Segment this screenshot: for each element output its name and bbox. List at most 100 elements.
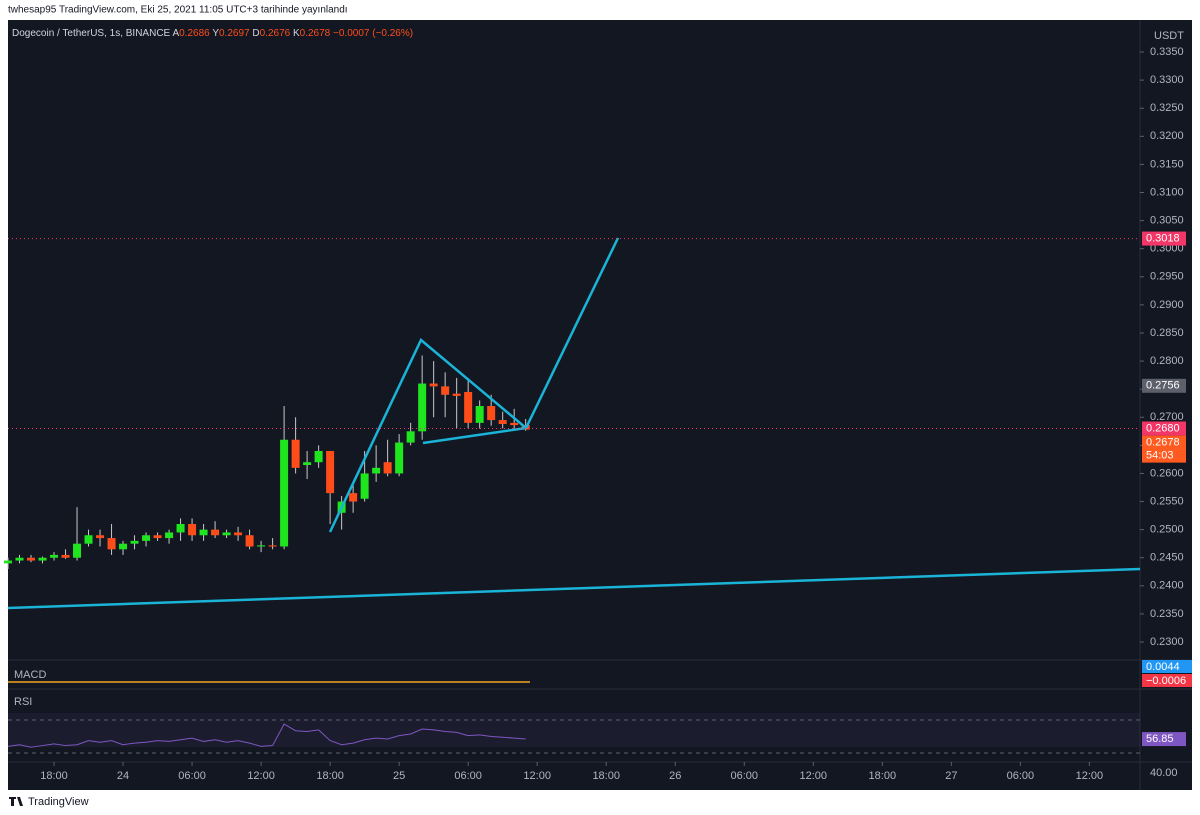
legend-label: Y — [212, 28, 219, 39]
legend-item: 0.2697 — [219, 28, 250, 39]
candle-body — [383, 462, 392, 474]
pennant-line — [422, 426, 527, 445]
y-tick-label: 0.2550 — [1150, 495, 1184, 507]
y-tick-label: 0.3100 — [1150, 186, 1184, 198]
y-tick-label: 0.2600 — [1150, 467, 1184, 479]
x-tick-label: 12:00 — [523, 770, 551, 782]
y-tick-label: 0.3000 — [1150, 243, 1184, 255]
y-tick-label: 0.2700 — [1150, 411, 1184, 423]
chart-background — [8, 20, 1140, 790]
candle-body — [4, 560, 12, 564]
x-tick-label: 18:00 — [40, 770, 68, 782]
candle-body — [280, 439, 289, 547]
candle-body — [291, 439, 300, 468]
candle-body — [96, 535, 105, 539]
candle-body — [360, 473, 369, 499]
y-tick-label: 0.2350 — [1150, 608, 1184, 620]
y-tick-label: 0.3050 — [1150, 215, 1184, 227]
macd-tag — [1142, 660, 1192, 673]
price-label: 0.2678 — [1146, 437, 1180, 449]
header: twhesap95 TradingView.com, Eki 25, 2021 … — [8, 5, 348, 16]
candle-body — [395, 442, 404, 474]
y-tick-label: 0.3350 — [1150, 46, 1184, 58]
legend-item: 0.2678 — [300, 28, 331, 39]
x-tick-label: 06:00 — [730, 770, 758, 782]
y-tick-label: 0.3250 — [1150, 102, 1184, 114]
candle-body — [188, 524, 197, 536]
pennant-line — [328, 338, 527, 533]
candle-body — [234, 532, 243, 536]
price-label: 0.2756 — [1146, 380, 1180, 392]
y-tick-label: 0.2500 — [1150, 524, 1184, 536]
candle-body — [326, 450, 335, 494]
candle-body — [107, 538, 116, 550]
rsi-band — [8, 713, 1140, 747]
candle-body — [73, 543, 82, 558]
candle-body — [38, 557, 47, 561]
price-tag — [1142, 378, 1186, 393]
x-tick-label: 12:00 — [800, 770, 828, 782]
x-tick-label: 12:00 — [247, 770, 275, 782]
level-tag — [1142, 421, 1186, 436]
candle-body — [257, 545, 266, 547]
legend-label: D — [252, 28, 259, 39]
y-tick-label: 0.2400 — [1150, 580, 1184, 592]
legend-label: A — [172, 28, 179, 39]
candle-body — [165, 532, 174, 539]
currency: USDT — [1154, 30, 1184, 42]
rsi-current: 56.85 — [1146, 733, 1174, 745]
candle-body — [211, 529, 220, 536]
candle-body — [303, 462, 312, 466]
y-tick-label: 0.2950 — [1150, 271, 1184, 283]
legend-item: −0.0007 (−0.26%) — [333, 28, 413, 39]
candle-body — [176, 524, 185, 533]
y-tick-label: 0.3300 — [1150, 74, 1184, 86]
legend-label: K — [293, 28, 300, 39]
rsi-line — [7, 723, 526, 748]
candle-body — [142, 535, 151, 541]
candle-body — [245, 535, 254, 547]
x-tick-label: 06:00 — [178, 770, 206, 782]
candle-body — [130, 540, 139, 544]
y-tick-label: 0.2900 — [1150, 299, 1184, 311]
candle-body — [418, 383, 427, 432]
x-tick-label: 12:00 — [1076, 770, 1104, 782]
candle-body — [314, 450, 323, 463]
candle-body — [15, 557, 24, 561]
candle-body — [61, 554, 70, 558]
candle-body — [50, 554, 59, 558]
legend: Dogecoin / TetherUS, 1s, BINANCE A0.2686… — [12, 28, 413, 39]
candle-body — [119, 543, 128, 550]
candle-body — [372, 467, 381, 474]
legend-item: 0.2676 — [260, 28, 291, 39]
y-tick-label: 0.3200 — [1150, 130, 1184, 142]
candle-body — [475, 406, 484, 423]
candle-body — [441, 386, 450, 395]
candle-body — [349, 493, 358, 502]
candle-body — [153, 535, 162, 539]
y-tick-label: 0.2800 — [1150, 355, 1184, 367]
x-tick-label: 24 — [117, 770, 129, 782]
candle-body — [27, 557, 36, 561]
y-tick-label: 0.2300 — [1150, 636, 1184, 648]
x-tick-label: 27 — [945, 770, 957, 782]
y-tick-label: 0.2450 — [1150, 552, 1184, 564]
rsi-name: RSI — [14, 696, 32, 708]
x-tick-label: 25 — [393, 770, 405, 782]
y-tick-label: 0.2850 — [1150, 327, 1184, 339]
countdown: 54:03 — [1146, 450, 1174, 462]
x-tick-label: 18:00 — [592, 770, 620, 782]
trend-line — [7, 567, 1141, 610]
rsi-tag — [1142, 732, 1186, 747]
legend-text: Dogecoin / TetherUS, 1s, BINANCE A0.2686… — [12, 28, 413, 39]
level-label: 0.3018 — [1146, 232, 1180, 244]
y-tick-label: 0.3150 — [1150, 158, 1184, 170]
candle-body — [268, 545, 277, 547]
candle-body — [452, 393, 461, 396]
x-tick-label: 06:00 — [1007, 770, 1035, 782]
legend-item: 0.2686 — [179, 28, 210, 39]
macd-name: MACD — [14, 669, 46, 681]
x-tick-label: 06:00 — [454, 770, 482, 782]
macd-label: 0.0044 — [1146, 661, 1180, 673]
